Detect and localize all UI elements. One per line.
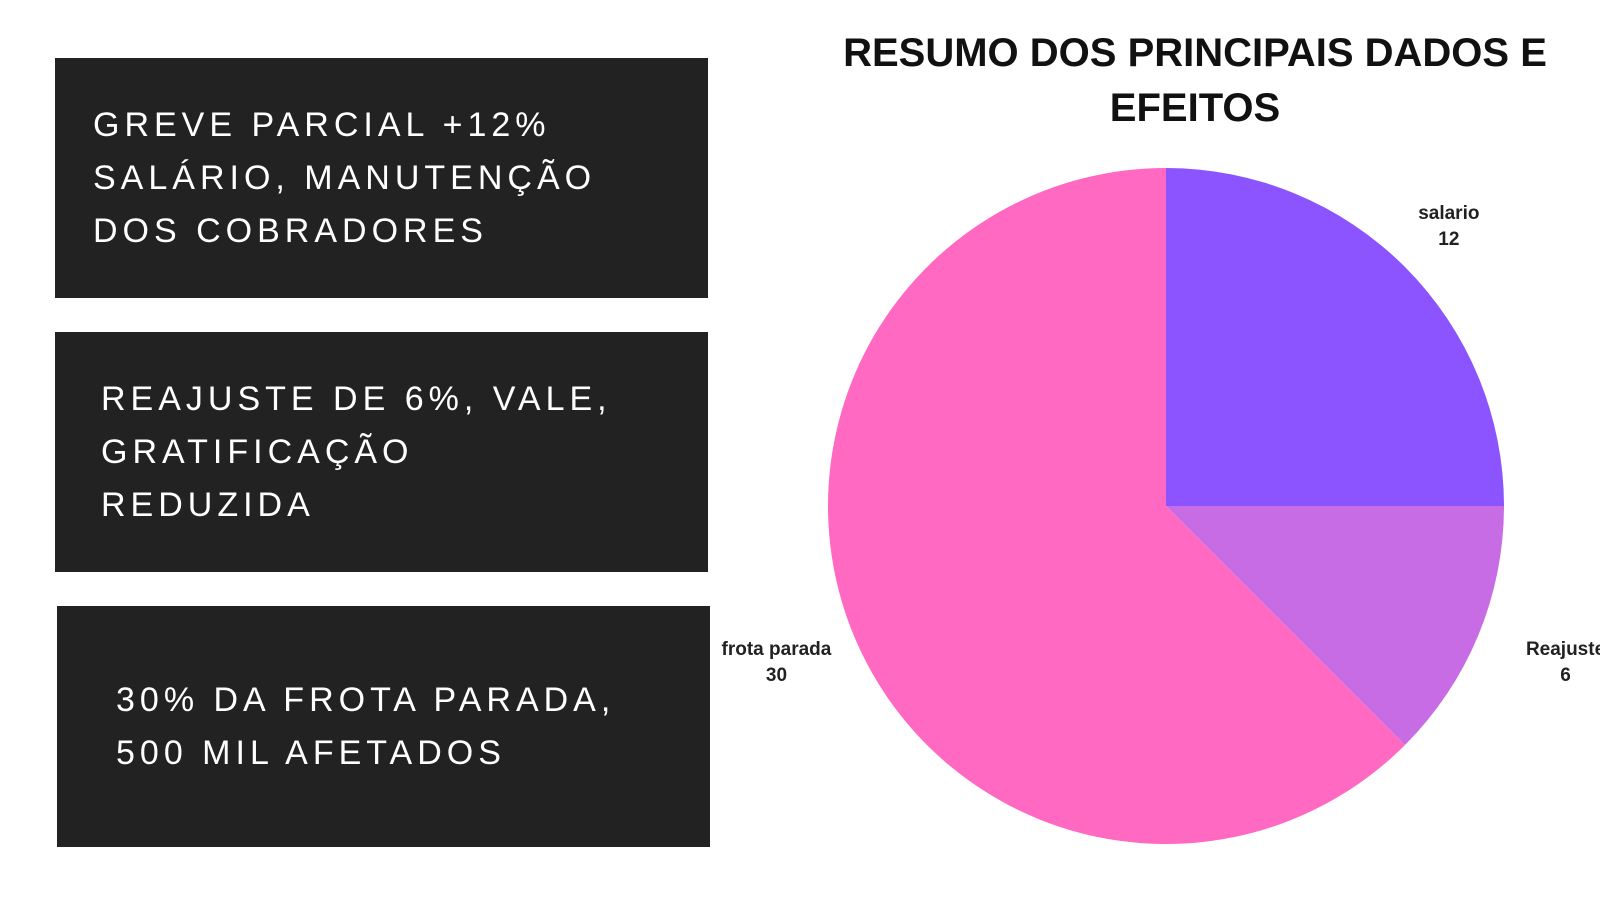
info-card-adjustment: REAJUSTE DE 6%, VALE, GRATIFICAÇÃO REDUZ…	[55, 332, 708, 572]
chart-title: RESUMO DOS PRINCIPAIS DADOS E EFEITOS	[843, 31, 1547, 130]
info-card-strike: GREVE PARCIAL +12% SALÁRIO, MANUTENÇÃO D…	[55, 58, 708, 298]
pie-slice-frota-parada	[827, 168, 1406, 844]
pie-label-salario: salario	[1418, 203, 1479, 224]
pie-slice-salario	[1166, 168, 1504, 506]
info-card-strike-text: GREVE PARCIAL +12% SALÁRIO, MANUTENÇÃO D…	[93, 105, 597, 250]
pie-label-frota-parada: frota parada	[722, 639, 832, 660]
pie-slice-reajuste	[1166, 506, 1504, 746]
info-card-fleet-text: 30% DA FROTA PARADA, 500 MIL AFETADOS	[116, 680, 616, 772]
info-card-adjustment-text: REAJUSTE DE 6%, VALE, GRATIFICAÇÃO REDUZ…	[101, 379, 612, 524]
pie-value-salario: 12	[1438, 229, 1459, 250]
pie-label-reajuste: Reajuste	[1526, 639, 1600, 660]
pie-value-reajuste: 6	[1560, 665, 1571, 686]
info-card-fleet: 30% DA FROTA PARADA, 500 MIL AFETADOS	[57, 606, 710, 847]
pie-value-frota-parada: 30	[766, 665, 787, 686]
